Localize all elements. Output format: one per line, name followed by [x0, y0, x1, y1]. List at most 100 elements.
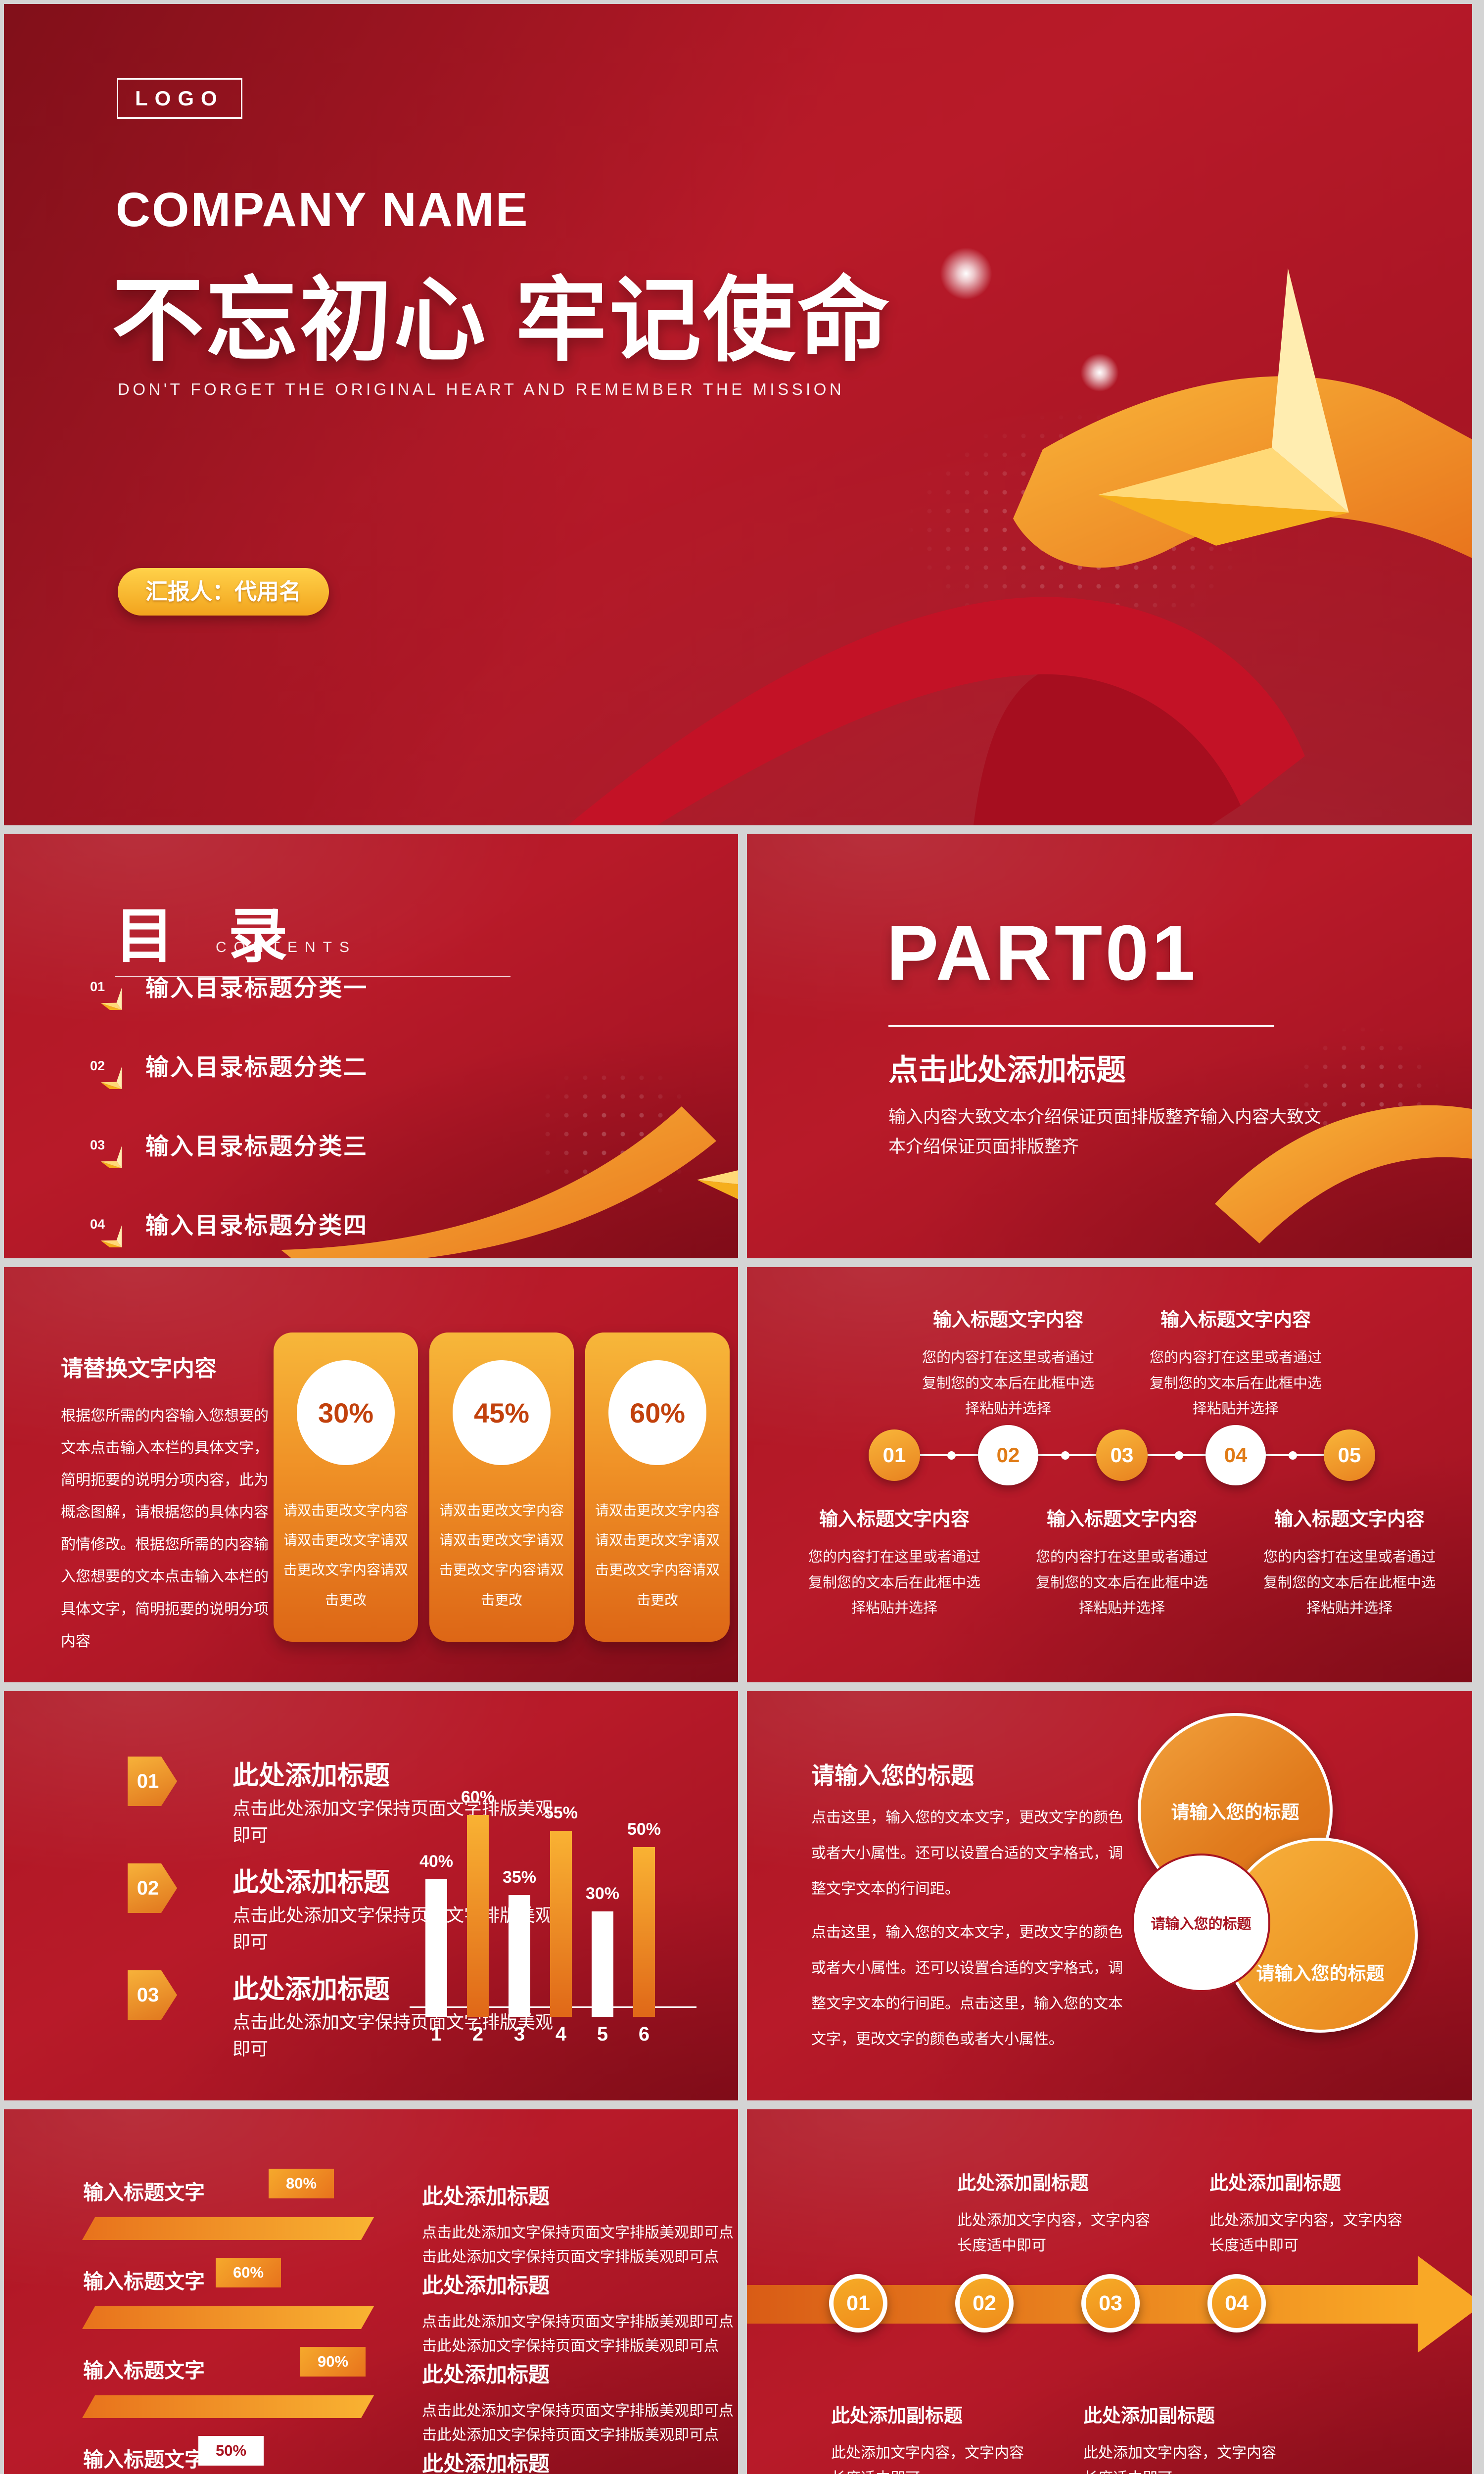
chart-bar[interactable] [467, 1815, 489, 2017]
timeline-block-body: 您的内容打在这里或者通过复制您的文本后在此框中选择粘贴并选择 [922, 1350, 1094, 1417]
cover-title[interactable]: 不忘初心 牢记使命 [112, 270, 891, 372]
timeline-node[interactable]: 05 [1324, 1429, 1375, 1481]
slide-percent-cards[interactable]: 请替换文字内容 根据您所需的内容输入您想要的文本点击输入本栏的具体文字，简明扼要… [4, 1267, 738, 1682]
timeline-node[interactable]: 02 [978, 1425, 1038, 1485]
progress-value-tag: 50% [198, 2436, 264, 2466]
chart-bar[interactable] [633, 1847, 655, 2017]
progress-value-tag: 60% [216, 2258, 281, 2287]
circles-title[interactable]: 请输入您的标题 [811, 1762, 974, 1789]
timeline-block-title: 输入标题文字内容 [1274, 1509, 1425, 1530]
chart-bar[interactable] [425, 1879, 447, 2017]
circle-bubble-white[interactable]: 请输入您的标题 [1132, 1854, 1270, 1992]
percent-card[interactable]: 45% 请双击更改文字内容请双击更改文字请双击更改文字内容请双击更改 [429, 1332, 574, 1642]
bubble-label: 请输入您的标题 [1151, 1916, 1252, 1932]
arrow-timeline-node[interactable]: 04 [1207, 2274, 1266, 2332]
star-icon: 02 [73, 1041, 122, 1089]
progress-row[interactable]: 输入标题文字 80% [4, 2169, 400, 2258]
arrow-timeline-node[interactable]: 02 [955, 2274, 1014, 2332]
progress-row[interactable]: 输入标题文字 60% [4, 2258, 400, 2347]
timeline-text-block: 输入标题文字内容 您的内容打在这里或者通过复制您的文本后在此框中选择粘贴并选择 [1132, 1304, 1340, 1422]
progress-bar [82, 2306, 374, 2329]
ribbon-decoration [281, 1106, 716, 1258]
timeline-block-title: 输入标题文字内容 [1046, 1509, 1197, 1530]
slide-bar-chart[interactable]: 01 此处添加标题 点击此处添加文字保持页面文字排版美观即可 02 此处添加标题 点击此处… [4, 1691, 738, 2100]
chart-bar-value: 50% [627, 1820, 661, 1839]
toc-item[interactable]: 02 输入目录标题分类二 [73, 1037, 368, 1093]
note-body: 点击此处添加文字保持页面文字排版美观即可点击此处添加文字保持页面文字排版美观即可… [422, 2314, 734, 2354]
slide-progress-bars[interactable]: 输入标题文字 80% 输入标题文字 60% 输入标题文字 90% 输入标题文字 50% 此处添… [4, 2109, 738, 2474]
company-name[interactable]: COMPANY NAME [116, 183, 529, 237]
chart-bar-value: 60% [461, 1788, 495, 1807]
percent-card[interactable]: 60% 请双击更改文字内容请双击更改文字请双击更改文字内容请双击更改 [585, 1332, 730, 1642]
slide-circles[interactable]: 请输入您的标题 点击这里，输入您的文本文字，更改文字的颜色或者大小属性。还可以设… [747, 1691, 1472, 2100]
toc-item-label: 输入目录标题分类一 [145, 974, 368, 1001]
arrow-tag-icon: 03 [128, 1970, 177, 2020]
bar-chart: 40% 1 60% 2 35% 3 55% 4 30% 5 50% 6 [410, 1788, 696, 2047]
progress-row[interactable]: 输入标题文字 90% [4, 2347, 400, 2436]
block-body: 此处添加文字内容，文字内容长度适中即可 [1209, 2212, 1402, 2254]
node-number: 03 [1099, 2291, 1122, 2315]
stats-title[interactable]: 请替换文字内容 [61, 1356, 217, 1381]
arrow-tag-icon: 02 [128, 1863, 177, 1913]
dot-icon [1289, 1451, 1297, 1460]
percent-card[interactable]: 30% 请双击更改文字内容请双击更改文字请双击更改文字内容请双击更改 [274, 1332, 418, 1642]
toc-item-label: 输入目录标题分类二 [145, 1053, 368, 1080]
timeline-node-number: 04 [1224, 1443, 1248, 1467]
dot-icon [1175, 1451, 1183, 1460]
slide-part01[interactable]: PART01 点击此处添加标题 输入内容大致文本介绍保证页面排版整齐输入内容大致… [747, 834, 1472, 1258]
chart-bar-value: 30% [585, 1884, 620, 1903]
chart-bar[interactable] [509, 1895, 530, 2017]
arrow-tag-icon: 01 [128, 1757, 177, 1806]
toc-heading-en: CONTENTS [216, 939, 357, 955]
slide-toc[interactable]: 目 录 CONTENTS 01 输入目录标题分类一 02 输入目录标题分类二 03 输入目… [4, 834, 738, 1258]
toc-item[interactable]: 01 输入目录标题分类一 [73, 958, 368, 1013]
slide-timeline-5[interactable]: 01 输入标题文字内容 您的内容打在这里或者通过复制您的文本后在此框中选择粘贴并选择… [747, 1267, 1472, 1682]
slide-cover[interactable]: LOGO COMPANY NAME 不忘初心 牢记使命 DON'T FORGET… [4, 4, 1472, 825]
logo-box[interactable]: LOGO [117, 78, 242, 119]
toc-heading: 目 录 [115, 903, 307, 969]
chart-bar[interactable] [550, 1831, 572, 2017]
dot-icon [1061, 1451, 1069, 1460]
arrow-timeline-node[interactable]: 01 [829, 2274, 887, 2332]
timeline-block-body: 您的内容打在这里或者通过复制您的文本后在此框中选择粘贴并选择 [1035, 1549, 1208, 1617]
part-number[interactable]: PART01 [886, 909, 1199, 997]
toc-item-number: 03 [90, 1138, 105, 1152]
progress-bar [82, 2217, 374, 2240]
toc-item-number: 01 [90, 979, 105, 994]
block-subtitle: 此处添加副标题 [957, 2173, 1089, 2194]
percent-value: 45% [453, 1360, 551, 1465]
block-subtitle: 此处添加副标题 [831, 2406, 963, 2426]
timeline-block-title: 输入标题文字内容 [819, 1509, 970, 1530]
timeline-node-number: 01 [882, 1443, 906, 1467]
chart-bar[interactable] [592, 1911, 613, 2017]
sparkle-icon [1072, 345, 1127, 400]
circles-paragraph: 点击这里，输入您的文本文字，更改文字的颜色或者大小属性。还可以设置合适的文字格式… [811, 1809, 1123, 1897]
note-title: 此处添加标题 [422, 2363, 550, 2387]
slide-arrow-timeline[interactable]: 01此处添加副标题此处添加文字内容，文字内容长度适中即可02此处添加副标题此处添… [747, 2109, 1472, 2474]
progress-note: 此处添加标题点击此处添加文字保持页面文字排版美观即可点击此处添加文字保持页面文字… [422, 2180, 738, 2269]
list-item-title: 此处添加标题 [232, 1975, 390, 2004]
timeline-node[interactable]: 01 [869, 1429, 920, 1481]
toc-item[interactable]: 04 输入目录标题分类四 [73, 1195, 368, 1251]
divider-line [115, 976, 510, 977]
chart-category-label: 6 [638, 2023, 650, 2045]
timeline-block-body: 您的内容打在这里或者通过复制您的文本后在此框中选择粘贴并选择 [808, 1549, 980, 1617]
part-title[interactable]: 点击此处添加标题 [888, 1053, 1126, 1087]
chart-category-label: 3 [513, 2023, 525, 2045]
arrow-timeline-node[interactable]: 03 [1081, 2274, 1140, 2332]
toc-item[interactable]: 03 输入目录标题分类三 [73, 1116, 368, 1172]
percent-card-text: 请双击更改文字内容请双击更改文字请双击更改文字内容请双击更改 [439, 1503, 564, 1608]
note-body: 点击此处添加文字保持页面文字排版美观即可点击此处添加文字保持页面文字排版美观即可… [422, 2225, 734, 2265]
presenter-badge[interactable]: 汇报人：代用名 [118, 568, 329, 616]
timeline-node[interactable]: 04 [1206, 1425, 1266, 1485]
percent-card-text: 请双击更改文字内容请双击更改文字请双击更改文字内容请双击更改 [595, 1503, 720, 1608]
timeline-node[interactable]: 03 [1096, 1429, 1148, 1481]
progress-label: 输入标题文字 [83, 2270, 205, 2293]
progress-row[interactable]: 输入标题文字 50% [4, 2436, 400, 2474]
timeline-block-title: 输入标题文字内容 [1160, 1310, 1311, 1331]
chart-bar-value: 40% [419, 1852, 454, 1871]
percent-value: 30% [297, 1360, 395, 1465]
